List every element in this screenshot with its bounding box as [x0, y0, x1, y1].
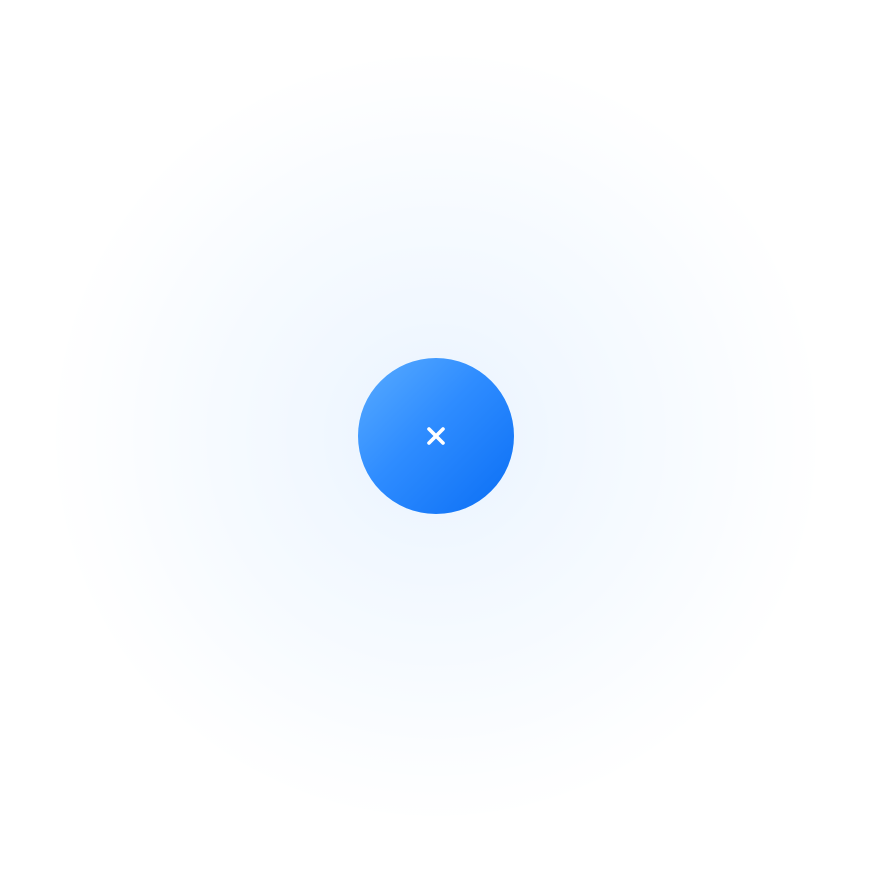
close-button[interactable] — [358, 358, 514, 514]
close-icon — [425, 425, 447, 447]
